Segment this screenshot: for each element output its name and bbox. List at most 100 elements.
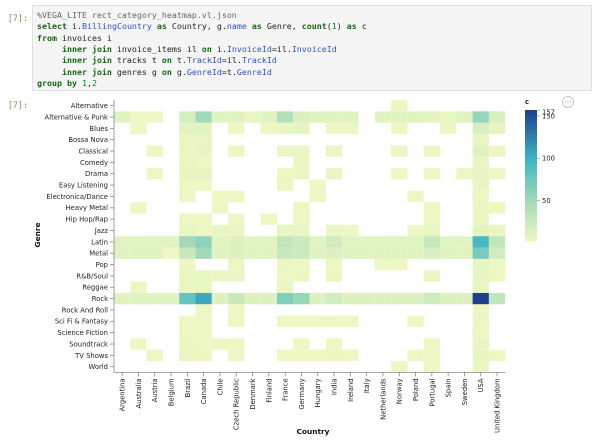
heatmap-cell — [277, 224, 294, 237]
heatmap-cell — [488, 111, 506, 123]
output-prompt: [7]: — [7, 100, 28, 110]
heatmap-cell — [472, 202, 489, 214]
heatmap-cell — [293, 338, 310, 350]
code-token: inner join — [37, 43, 112, 54]
x-axis: Argentina Australia Austria Belgium Brazil Ca… — [114, 371, 506, 433]
heatmap-cell — [293, 349, 310, 362]
y-tick-label: Blues — [89, 125, 108, 133]
heatmap-cell — [391, 122, 408, 135]
heatmap-cell — [391, 145, 408, 157]
heatmap-cell — [277, 270, 294, 282]
code-token: invoices i — [56, 32, 112, 43]
code-line: inner join genres g on g.GenreId=t.Genre… — [37, 67, 272, 78]
code-token: i. — [66, 21, 82, 32]
heatmap-cell — [179, 349, 196, 362]
heatmap-cell — [277, 349, 294, 362]
heatmap-cell — [488, 292, 506, 305]
heatmap-cell — [391, 292, 408, 305]
heatmap-cell — [195, 349, 212, 362]
heatmap-cell — [195, 304, 212, 316]
heatmap-cell — [146, 111, 163, 123]
heatmap-cell — [146, 292, 163, 305]
heatmap-cell — [211, 292, 229, 305]
y-tick-label: Easy Listening — [59, 182, 108, 190]
heatmap-cell — [293, 111, 310, 123]
heatmap-cell — [472, 315, 489, 327]
heatmap-cell — [211, 247, 229, 259]
heatmap-cell — [309, 179, 326, 191]
heatmap-cell — [440, 247, 457, 259]
heatmap-cell — [423, 292, 440, 305]
chart-actions-menu-button[interactable]: ··· — [562, 96, 574, 108]
heatmap-cell — [195, 327, 212, 339]
heatmap-cell — [293, 168, 310, 180]
heatmap-cell — [195, 213, 212, 225]
heatmap-cell — [440, 292, 457, 305]
heatmap-cell — [488, 168, 506, 180]
heatmap-cell — [179, 258, 196, 271]
heatmap-cell — [179, 224, 196, 237]
heatmap-cell — [277, 168, 294, 180]
y-tick-label: Bossa Nova — [68, 136, 108, 144]
heatmap-cell — [488, 224, 506, 237]
heatmap-cell — [228, 224, 245, 237]
heatmap-cell — [423, 213, 440, 225]
heatmap-cell — [179, 111, 196, 123]
heatmap-cell — [293, 247, 310, 259]
heatmap-cell — [472, 292, 489, 305]
code-token: ( — [326, 21, 332, 32]
code-token: %VEGA_LITE rect_category_heatmap.vl.json — [37, 10, 237, 20]
heatmap-cell — [130, 122, 147, 135]
y-axis-title: Genre — [33, 223, 42, 248]
heatmap-cell — [488, 247, 506, 259]
legend-tick-label: 150 — [542, 112, 555, 120]
heatmap-cell — [293, 258, 310, 271]
heatmap-cell — [179, 190, 196, 203]
heatmap-cell — [325, 292, 343, 305]
code-token: Country, g. — [171, 21, 227, 32]
heatmap-cell — [325, 111, 343, 123]
heatmap-cell — [146, 349, 163, 362]
heatmap-cell — [260, 292, 277, 305]
heatmap-cell — [211, 202, 229, 214]
code-cell[interactable]: %VEGA_LITE rect_category_heatmap.vl.json… — [32, 5, 592, 91]
heatmap-cell — [162, 292, 180, 305]
heatmap-cell — [244, 247, 261, 259]
heatmap-cell — [423, 247, 440, 259]
heatmap-cell — [179, 168, 196, 180]
heatmap-cell — [456, 292, 473, 305]
heatmap-cell — [277, 122, 294, 135]
x-tick-label: Finland — [265, 378, 273, 402]
code-token: on — [201, 43, 212, 54]
heatmap-cell — [179, 179, 196, 191]
x-tick-label: Norway — [396, 378, 404, 404]
heatmap-cell — [179, 292, 196, 305]
x-tick-label: USA — [477, 378, 485, 392]
heatmap-cell — [293, 156, 310, 169]
heatmap-cell — [293, 213, 310, 225]
heatmap-cell — [228, 236, 245, 248]
heatmap-cell — [472, 190, 489, 203]
y-tick-label: R&B/Soul — [76, 272, 108, 280]
heatmap-cells — [114, 100, 506, 373]
y-tick-label: Rock And Roll — [62, 306, 108, 314]
heatmap-cell — [162, 247, 180, 259]
y-tick-label: Alternative — [71, 102, 108, 110]
x-tick-label: Sweden — [461, 378, 469, 405]
heatmap-cell — [488, 270, 506, 282]
heatmap-cell — [195, 236, 212, 248]
heatmap-cell — [488, 349, 506, 362]
y-tick-label: Science Fiction — [57, 329, 108, 337]
heatmap-cell — [342, 349, 359, 362]
y-tick-label: Heavy Metal — [66, 204, 109, 212]
y-tick-label: Alternative & Punk — [45, 113, 109, 121]
code-token: i. — [211, 43, 227, 54]
heatmap-cell — [293, 236, 310, 248]
heatmap-cell — [277, 258, 294, 271]
legend-tick-label: 50 — [542, 197, 551, 205]
heatmap-cell — [325, 349, 343, 362]
code-line: inner join tracks t on t.TrackId=il.Trac… — [37, 55, 277, 66]
code-token: =il. — [221, 55, 242, 66]
heatmap-cell — [325, 168, 343, 180]
heatmap-cell — [358, 236, 375, 248]
